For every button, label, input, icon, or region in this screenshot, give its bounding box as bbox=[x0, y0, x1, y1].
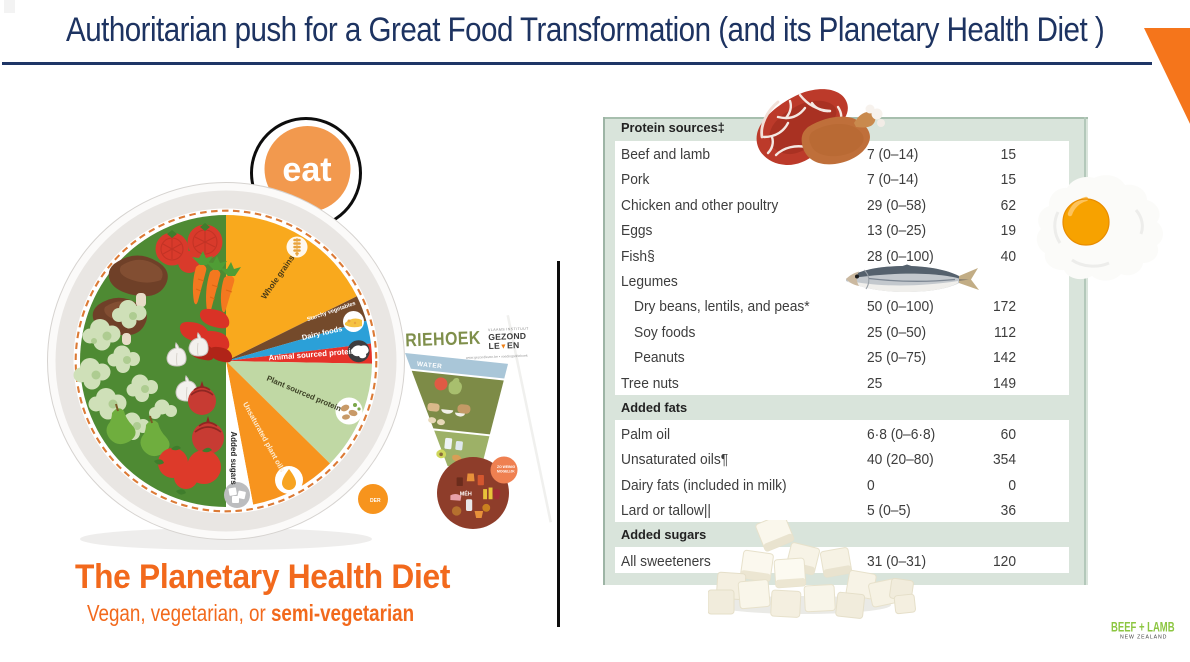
svg-text:RIEHOEK: RIEHOEK bbox=[405, 327, 481, 351]
svg-text:Added sugars: Added sugars bbox=[229, 431, 238, 485]
svg-text:DER: DER bbox=[370, 498, 381, 504]
svg-text:LE▼EN: LE▼EN bbox=[488, 340, 519, 351]
svg-text:MÉH: MÉH bbox=[460, 489, 472, 497]
svg-text:GEZOND: GEZOND bbox=[488, 331, 526, 342]
svg-text:ZO WEINIG: ZO WEINIG bbox=[497, 465, 515, 469]
svg-text:eat: eat bbox=[282, 151, 331, 189]
svg-text:VLAAMS INSTITUUT: VLAAMS INSTITUUT bbox=[488, 327, 529, 332]
svg-text:WATER: WATER bbox=[417, 361, 443, 371]
svg-text:www.gezondleven.be • voedingsd: www.gezondleven.be • voedingsdriehoek bbox=[466, 354, 528, 360]
svg-text:MOGELIJK: MOGELIJK bbox=[497, 470, 515, 474]
